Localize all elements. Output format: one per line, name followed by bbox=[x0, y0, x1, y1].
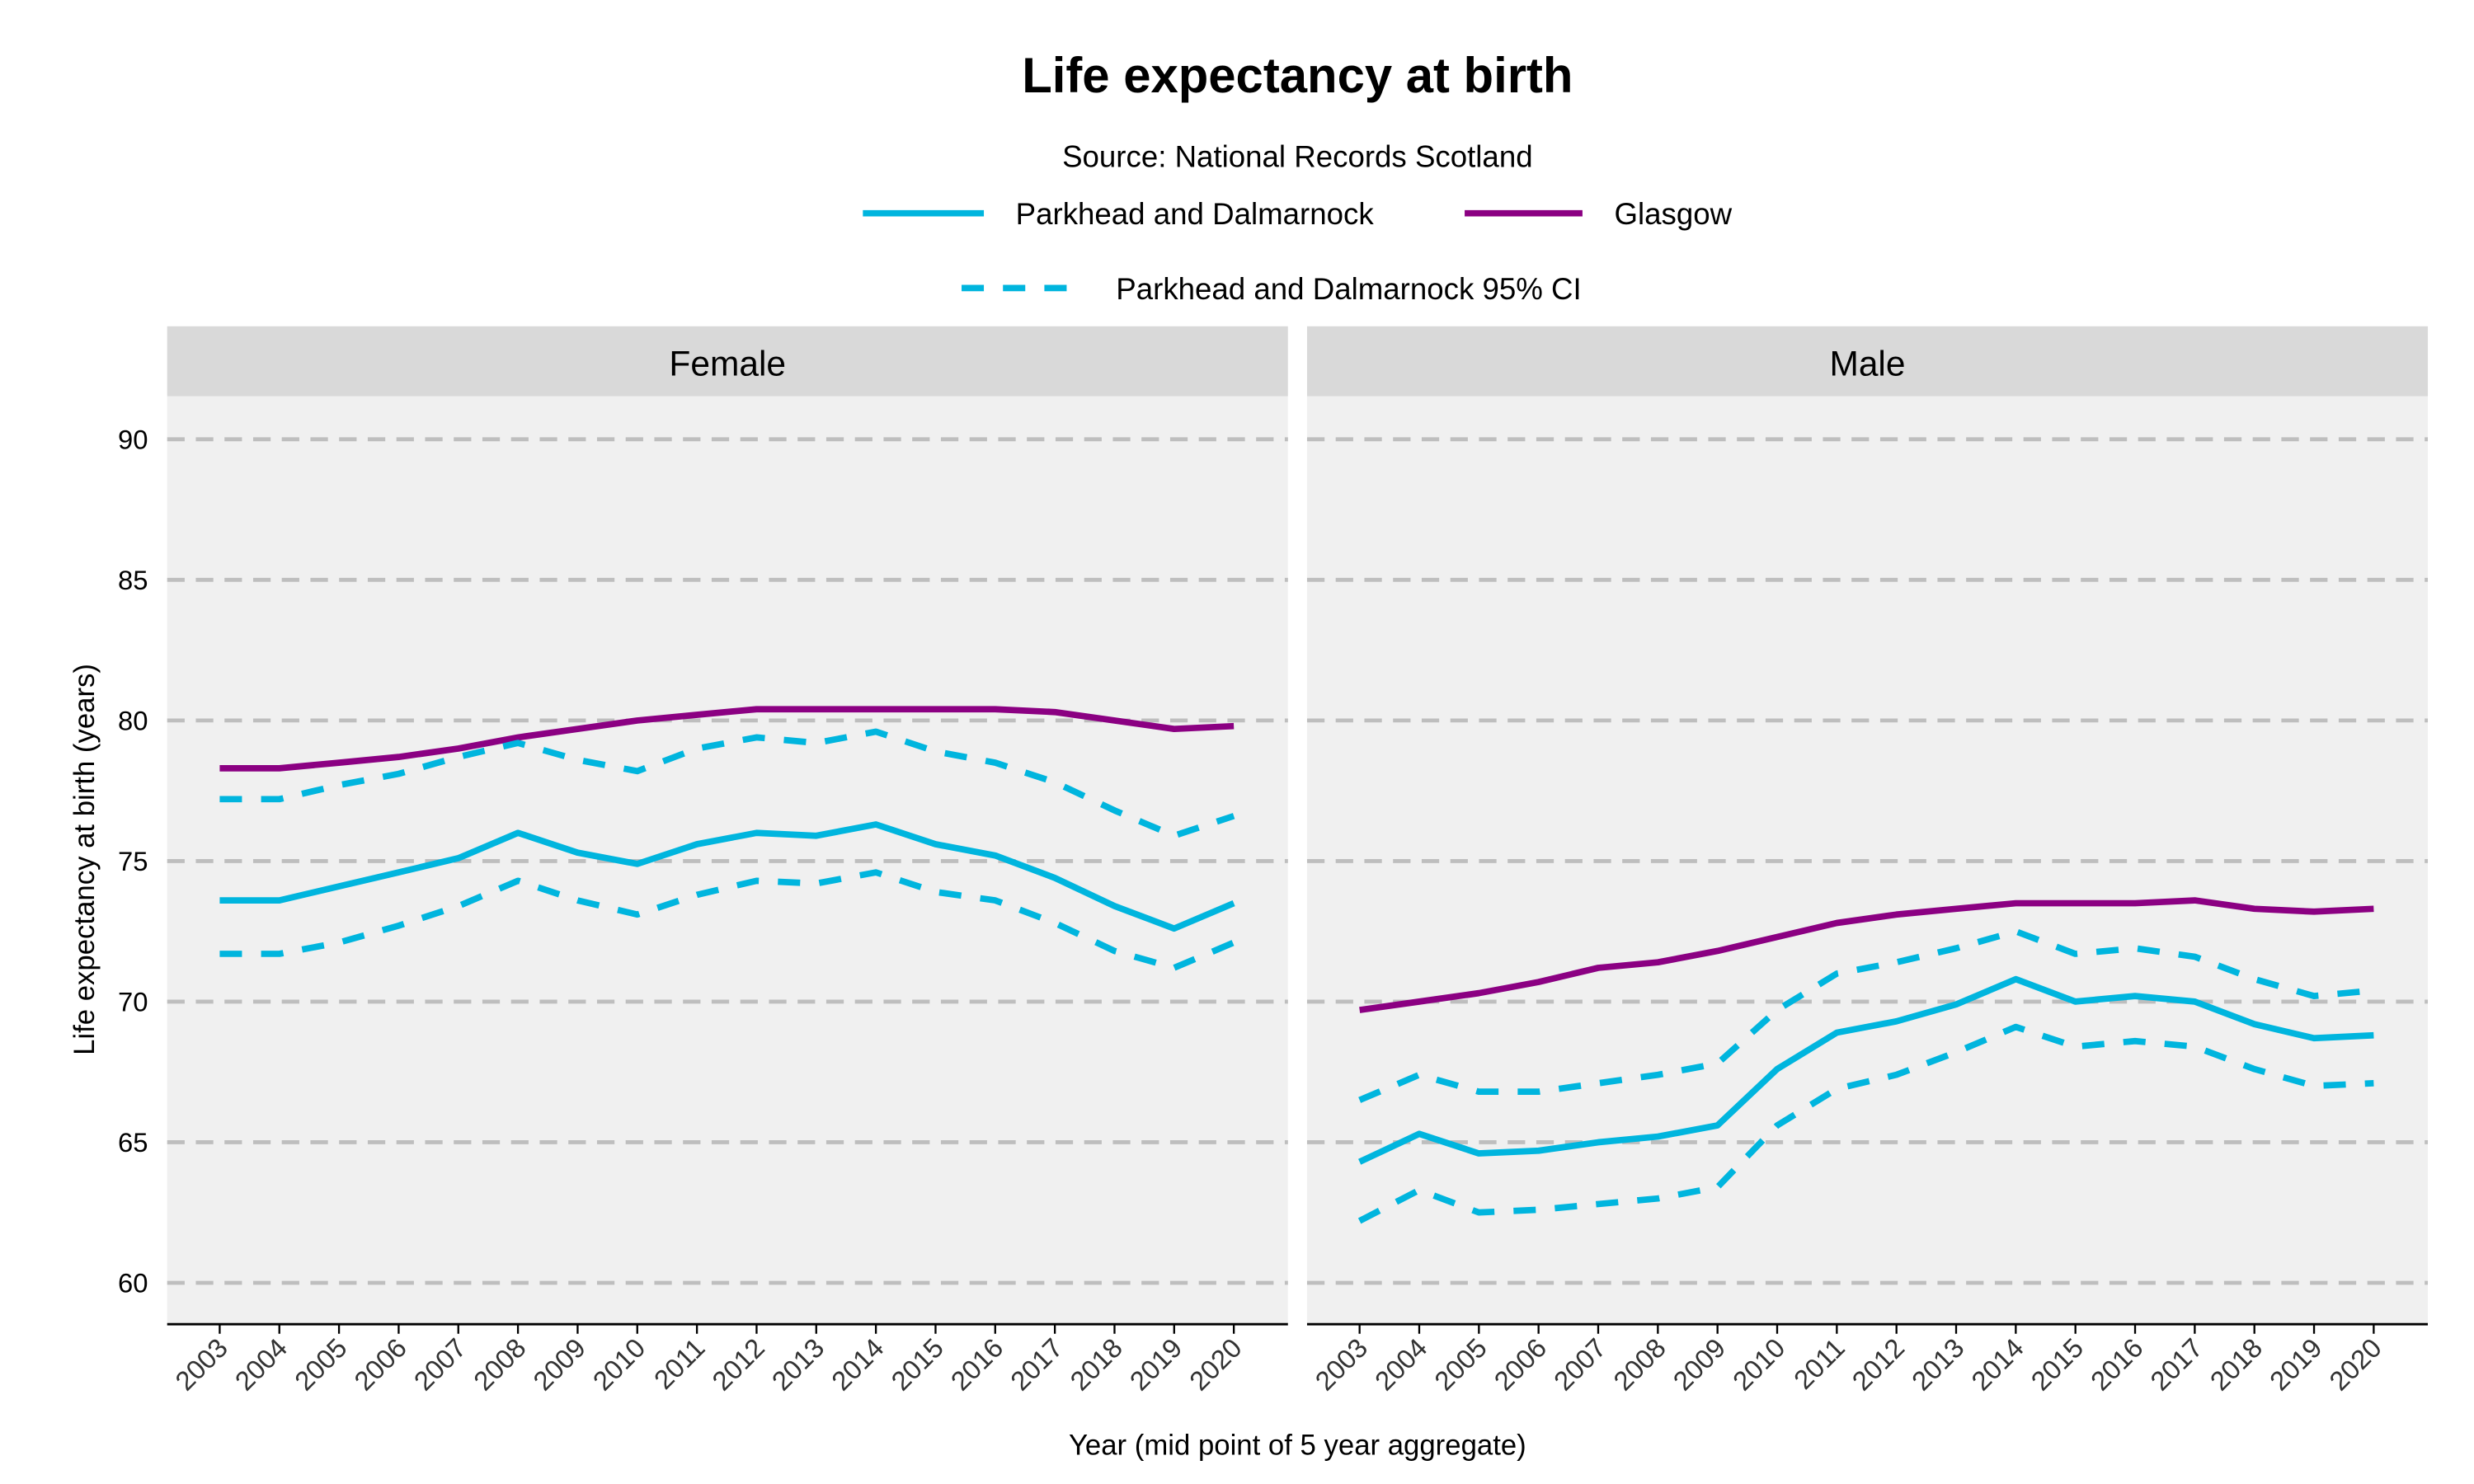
x-tick-label: 2006 bbox=[1488, 1332, 1552, 1397]
x-axis-label: Year (mid point of 5 year aggregate) bbox=[1069, 1430, 1526, 1461]
x-tick-label: 2015 bbox=[885, 1332, 949, 1397]
y-tick-label: 60 bbox=[118, 1268, 148, 1298]
x-tick-label: 2019 bbox=[1124, 1332, 1188, 1397]
x-tick-label: 2018 bbox=[2204, 1332, 2268, 1397]
y-tick-label: 75 bbox=[118, 846, 148, 876]
x-tick-label: 2010 bbox=[587, 1332, 651, 1397]
x-tick-label: 2010 bbox=[1727, 1332, 1791, 1397]
x-tick-label: 2016 bbox=[2085, 1332, 2149, 1397]
series-line-parkhead-and-dalmarnock-95-ci-lower bbox=[1357, 1023, 2374, 1224]
x-tick-label: 2012 bbox=[706, 1332, 770, 1397]
series-line-glasgow bbox=[219, 706, 1235, 772]
chart-subtitle: Source: National Records Scotland bbox=[1062, 140, 1533, 174]
x-tick-label: 2003 bbox=[1309, 1332, 1373, 1397]
y-tick-label: 85 bbox=[118, 565, 148, 595]
legend-label-ci: Parkhead and Dalmarnock 95% CI bbox=[1116, 272, 1581, 306]
x-tick-label: 2020 bbox=[1183, 1332, 1248, 1397]
panel-strip bbox=[1306, 326, 2429, 397]
panel-strip-label: Female bbox=[669, 345, 786, 383]
legend: Parkhead and Dalmarnock Glasgow Parkhead… bbox=[863, 197, 1733, 306]
y-tick-label: 90 bbox=[118, 424, 148, 454]
panel-strip-label: Male bbox=[1829, 345, 1905, 383]
x-tick-label: 2009 bbox=[1667, 1332, 1731, 1397]
x-tick-label: 2015 bbox=[2025, 1332, 2089, 1397]
series-line-glasgow bbox=[1359, 897, 2374, 1013]
x-tick-label: 2016 bbox=[945, 1332, 1009, 1397]
x-tick-label: 2007 bbox=[1548, 1332, 1612, 1397]
series-line-parkhead-and-dalmarnock bbox=[219, 821, 1235, 932]
x-tick-label: 2019 bbox=[2264, 1332, 2328, 1397]
x-tick-label: 2013 bbox=[766, 1332, 830, 1397]
x-tick-label: 2003 bbox=[169, 1332, 233, 1397]
x-tick-label: 2014 bbox=[1965, 1332, 2030, 1397]
series-line-parkhead-and-dalmarnock-95-ci-upper bbox=[1358, 928, 2374, 1103]
legend-label-parkhead: Parkhead and Dalmarnock bbox=[1016, 197, 1375, 231]
x-tick-label: 2005 bbox=[1428, 1332, 1493, 1397]
y-tick-label: 65 bbox=[118, 1127, 148, 1158]
x-tick-label: 2017 bbox=[2144, 1332, 2208, 1397]
x-tick-label: 2011 bbox=[648, 1332, 711, 1395]
x-tick-label: 2008 bbox=[468, 1332, 532, 1397]
legend-label-glasgow: Glasgow bbox=[1615, 197, 1733, 231]
panel-strip bbox=[167, 326, 1288, 397]
series-line-parkhead-and-dalmarnock-95-ci-upper bbox=[219, 728, 1235, 839]
x-tick-label: 2006 bbox=[348, 1332, 412, 1397]
x-tick-label: 2004 bbox=[1369, 1332, 1433, 1397]
panel-male: Male 200320042005200620072008200920102011… bbox=[1306, 326, 2429, 1397]
x-tick-label: 2017 bbox=[1004, 1332, 1069, 1397]
panel-female: Female 60 65 70 75 80 85 90 20032004200520062007… bbox=[118, 326, 1288, 1397]
y-axis-label: Life expectancy at birth (years) bbox=[69, 664, 101, 1055]
y-tick-label: 70 bbox=[118, 987, 148, 1017]
x-tick-label: 2014 bbox=[825, 1332, 890, 1397]
chart-title: Life expectancy at birth bbox=[1022, 48, 1573, 103]
x-tick-label: 2018 bbox=[1064, 1332, 1128, 1397]
x-tick-label: 2009 bbox=[527, 1332, 591, 1397]
x-tick-label: 2013 bbox=[1906, 1332, 1970, 1397]
series-line-parkhead-and-dalmarnock bbox=[1358, 975, 2374, 1165]
x-tick-label: 2020 bbox=[2323, 1332, 2387, 1397]
x-tick-label: 2004 bbox=[229, 1332, 294, 1397]
x-tick-label: 2005 bbox=[289, 1332, 353, 1397]
series-line-parkhead-and-dalmarnock-95-ci-lower bbox=[219, 869, 1235, 971]
y-tick-label: 80 bbox=[118, 705, 148, 735]
x-tick-label: 2007 bbox=[408, 1332, 473, 1397]
x-tick-label: 2012 bbox=[1846, 1332, 1910, 1397]
x-tick-label: 2011 bbox=[1788, 1332, 1851, 1395]
x-tick-label: 2008 bbox=[1607, 1332, 1672, 1397]
